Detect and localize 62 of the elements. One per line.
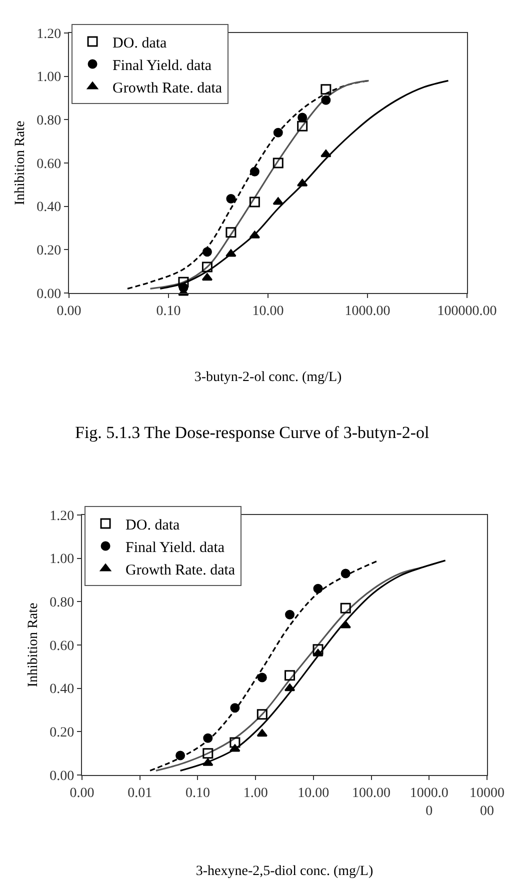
x-tick-label: 10.00 [252, 304, 284, 319]
y-tick-label: 1.00 [50, 552, 74, 568]
x-tick-label: 10000 00 [470, 786, 504, 820]
y-tick-label: 0.20 [50, 726, 74, 741]
y-axis-title: Inhibition Rate [13, 120, 28, 206]
point [272, 158, 284, 168]
point [250, 166, 260, 176]
point [202, 758, 214, 766]
point [273, 128, 283, 138]
y-tick-label: 0.80 [50, 596, 74, 611]
y-axis-title: Inhibition Rate [26, 602, 42, 688]
point [256, 709, 268, 720]
point [284, 670, 296, 681]
y-tick-label: 0.00 [36, 286, 62, 302]
point [230, 737, 240, 748]
point [249, 196, 260, 208]
point [202, 262, 212, 272]
y-tick-label: 0.60 [50, 638, 74, 654]
point [226, 249, 236, 257]
x-tick-label: 100000.00 [437, 304, 497, 319]
x-tick-label: 100.00 [352, 786, 391, 801]
legend-label: DO. data [126, 517, 180, 534]
point [320, 150, 332, 158]
legend-label: Growth Rate. data [112, 80, 222, 96]
point [226, 227, 236, 238]
point [340, 602, 351, 614]
legend-label: Final Yield. data [126, 540, 225, 556]
y-tick-label: 0.20 [36, 244, 62, 259]
point [312, 644, 324, 655]
y-tick-label: 1.20 [50, 508, 74, 524]
x-tick-label: 0.00 [70, 786, 94, 801]
point [230, 744, 240, 752]
legend-label: DO. data [112, 35, 168, 52]
y-tick-label: 0.40 [50, 682, 74, 698]
x-tick-label: 1.00 [243, 786, 268, 801]
caption: Fig. 5.1.3 The Dose-response Curve of 3-butyn-2-ol [75, 423, 430, 442]
x-tick-label: 0.10 [185, 786, 210, 801]
y-tick-label: 0.60 [36, 156, 62, 172]
x-tick-label: 10.00 [298, 786, 330, 801]
x-tick-label: 0.01 [128, 786, 152, 801]
point [226, 194, 236, 204]
y-tick-label: 0.00 [50, 768, 74, 784]
point [320, 84, 332, 95]
point [321, 95, 331, 105]
point [178, 276, 189, 288]
y-tick-label: 0.80 [36, 114, 62, 129]
point [340, 620, 351, 628]
y-tick-label: 0.40 [36, 200, 62, 216]
point [297, 120, 308, 132]
x-axis-title: 3-butyn-2-ol conc. (mg/L) [194, 370, 342, 386]
point [202, 748, 214, 759]
y-tick-label: 1.20 [36, 26, 62, 42]
x-tick-label: 1000.0 0 [410, 786, 448, 820]
point [298, 112, 308, 122]
legend-label: Growth Rate. data [126, 562, 236, 578]
x-tick-label: 1000.00 [344, 304, 390, 319]
x-axis-title: 3-hexyne-2,5-diol conc. (mg/L) [196, 864, 374, 879]
point [202, 247, 212, 257]
legend-label: Final Yield. data [112, 58, 212, 74]
y-tick-label: 1.00 [36, 70, 62, 86]
point [312, 648, 324, 656]
x-tick-label: 0.10 [156, 304, 181, 319]
